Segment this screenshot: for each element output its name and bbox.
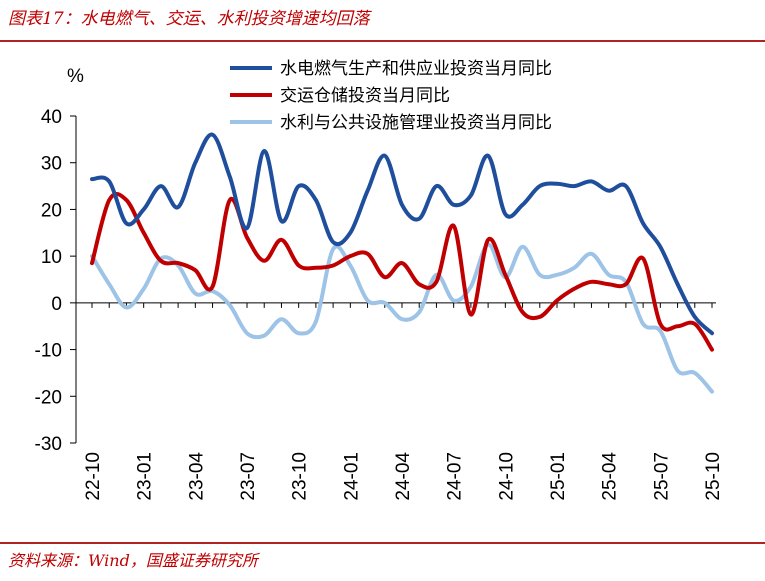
y-tick-label: 10 (41, 247, 62, 268)
y-tick-label: 40 (41, 107, 62, 128)
figure-source: 资料来源：Wind，国盛证券研究所 (8, 551, 258, 570)
y-tick-label: 30 (41, 154, 62, 175)
y-tick-label: -20 (35, 387, 62, 408)
x-tick-label: 25-01 (548, 452, 569, 501)
y-axis-unit: % (67, 66, 84, 87)
x-tick-label: 23-04 (186, 452, 207, 501)
title-divider (0, 40, 765, 42)
x-tick-label: 25-04 (600, 452, 621, 501)
series-line-3 (90, 242, 714, 394)
legend-label-1: 水电燃气生产和供应业投资当月同比 (280, 59, 552, 79)
x-tick-label: 22-10 (83, 452, 104, 501)
y-tick-label: -30 (35, 434, 62, 455)
series-line-2 (90, 192, 714, 352)
y-tick-label: -10 (35, 341, 62, 362)
chart-axes: 40 30 20 10 0 -10 -20 -30% 22-10 23-01 23-04 23-07 2… (35, 66, 724, 501)
x-tick-label: 24-04 (393, 452, 414, 501)
x-tick-label: 24-10 (496, 452, 517, 501)
series-line-1 (90, 132, 714, 336)
x-tick-label: 23-07 (238, 452, 259, 501)
y-tick-label: 0 (51, 294, 62, 315)
x-tick-label: 25-07 (651, 452, 672, 501)
x-tick-label: 24-01 (341, 452, 362, 501)
source-divider (0, 542, 765, 544)
x-tick-label: 25-10 (703, 452, 724, 501)
x-tick-label: 23-10 (290, 452, 311, 501)
legend-label-3: 水利与公共设施管理业投资当月同比 (280, 113, 552, 133)
figure-title: 图表17：水电燃气、交运、水利投资增速均回落 (8, 9, 370, 29)
x-tick-label: 23-01 (135, 452, 156, 501)
chart-series (90, 132, 714, 394)
legend-label-2: 交运仓储投资当月同比 (280, 86, 450, 106)
y-tick-label: 20 (41, 200, 62, 221)
x-tick-label: 24-07 (445, 452, 466, 501)
chart-legend: 水电燃气生产和供应业投资当月同比交运仓储投资当月同比水利与公共设施管理业投资当月… (230, 59, 552, 133)
